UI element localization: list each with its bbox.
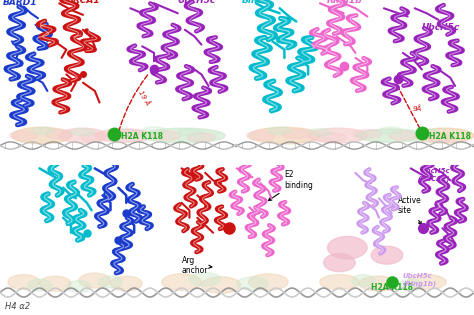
Ellipse shape (142, 127, 166, 135)
Ellipse shape (12, 127, 71, 144)
Ellipse shape (371, 246, 403, 264)
Ellipse shape (249, 127, 320, 144)
Ellipse shape (359, 276, 399, 291)
Ellipse shape (328, 237, 367, 259)
Ellipse shape (152, 131, 180, 140)
Text: Bmi1: Bmi1 (242, 0, 267, 5)
Ellipse shape (324, 254, 356, 272)
Ellipse shape (248, 274, 288, 290)
Ellipse shape (9, 131, 38, 140)
Ellipse shape (187, 133, 216, 142)
Text: H2A K118: H2A K118 (371, 283, 413, 292)
Ellipse shape (31, 127, 55, 135)
Ellipse shape (201, 277, 241, 293)
Ellipse shape (389, 131, 417, 140)
Ellipse shape (353, 129, 382, 139)
Ellipse shape (308, 128, 367, 143)
Ellipse shape (424, 133, 453, 142)
Ellipse shape (162, 274, 201, 290)
Ellipse shape (59, 128, 107, 143)
Text: H2A K118: H2A K118 (429, 132, 471, 141)
Text: H4 α2: H4 α2 (5, 302, 30, 311)
Text: Arg
anchor: Arg anchor (182, 256, 212, 275)
Ellipse shape (415, 128, 474, 143)
Text: H2A K118: H2A K118 (121, 132, 163, 141)
Ellipse shape (142, 128, 225, 143)
Ellipse shape (399, 279, 422, 291)
Text: E2
binding: E2 binding (268, 170, 313, 201)
Ellipse shape (190, 272, 221, 286)
Ellipse shape (45, 129, 73, 139)
Ellipse shape (282, 129, 310, 139)
Ellipse shape (81, 133, 109, 142)
Ellipse shape (308, 129, 332, 136)
Ellipse shape (407, 275, 447, 289)
Ellipse shape (318, 133, 346, 142)
Text: UbcH5c
(BRCA1): UbcH5c (BRCA1) (418, 168, 450, 182)
Text: UbcH5c
(Ring1b): UbcH5c (Ring1b) (403, 273, 437, 287)
Text: 19 Å: 19 Å (137, 90, 151, 107)
Ellipse shape (268, 127, 292, 135)
Ellipse shape (110, 276, 142, 291)
Text: BARD1: BARD1 (2, 0, 37, 7)
Ellipse shape (95, 129, 154, 142)
Text: 9Å: 9Å (412, 105, 422, 112)
Ellipse shape (67, 281, 91, 293)
Ellipse shape (71, 129, 95, 136)
Ellipse shape (356, 129, 427, 142)
Ellipse shape (79, 273, 110, 288)
Text: UbcH5c: UbcH5c (178, 0, 216, 5)
Ellipse shape (99, 276, 122, 288)
Text: Ring1b: Ring1b (327, 0, 363, 5)
Ellipse shape (415, 129, 438, 136)
Ellipse shape (237, 277, 268, 290)
Ellipse shape (246, 131, 275, 140)
Ellipse shape (178, 129, 201, 136)
Ellipse shape (116, 129, 145, 139)
Ellipse shape (351, 275, 375, 287)
Ellipse shape (27, 279, 51, 291)
Text: BRCA1: BRCA1 (66, 0, 100, 5)
Ellipse shape (379, 127, 403, 135)
Ellipse shape (8, 275, 39, 289)
Ellipse shape (319, 275, 359, 289)
Text: Active
site: Active site (398, 196, 422, 225)
Ellipse shape (39, 276, 71, 291)
Text: UbcH5c: UbcH5c (422, 23, 460, 32)
